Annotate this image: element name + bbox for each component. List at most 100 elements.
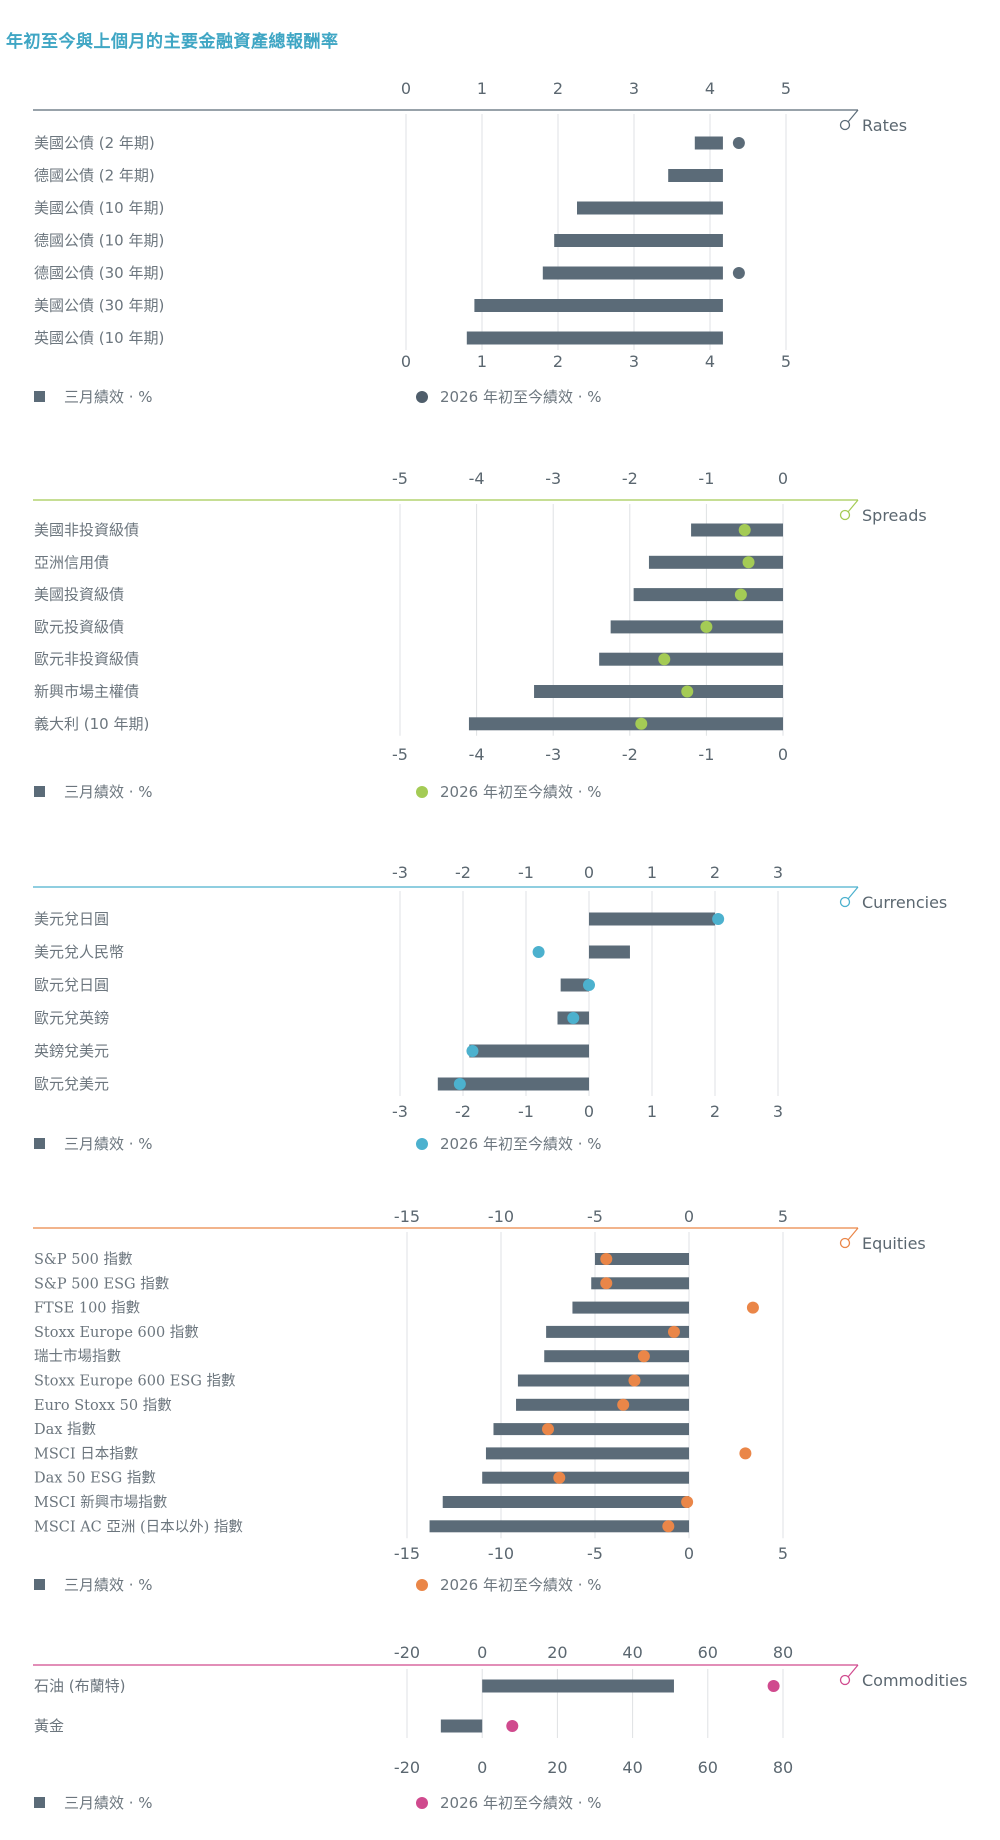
currencies-tick-top: -2 [455,863,471,882]
spreads-legend-bar-swatch [34,786,45,797]
rates-tick-top: 4 [705,79,715,98]
equities-tick-bottom: 0 [684,1544,694,1563]
rates-category-label: 德國公債 (10 年期) [34,232,164,250]
equities-dot [667,1325,680,1338]
commodities-tick-bottom: 60 [698,1758,718,1777]
spreads-tick-bottom: -2 [622,745,638,764]
equities-dot [617,1398,630,1411]
rates-tick-bottom: 2 [553,352,563,371]
rates-bar [694,136,723,150]
equities-legend-bar-swatch [34,1579,45,1590]
spreads-tick-bottom: -5 [392,745,408,764]
commodities-bar [482,1679,674,1693]
rates-tick-bottom: 0 [401,352,411,371]
spreads-dot [658,653,671,666]
spreads-category-label: 美國非投資級債 [34,521,139,539]
equities-section-title: Equities [862,1234,926,1253]
spreads-bar [633,588,783,602]
currencies-dot [567,1012,580,1024]
currencies-category-label: 歐元兌英鎊 [34,1009,109,1027]
currencies-tick-top: 1 [647,863,657,882]
rates-bar [668,169,723,182]
equities-bar [493,1423,689,1436]
currencies-tick-bottom: -2 [455,1102,471,1121]
equities-section-icon [839,1237,851,1249]
spreads-category-label: 義大利 (10 年期) [34,715,149,733]
spreads-dot [734,588,747,601]
spreads-tick-top: -5 [392,469,408,488]
currencies-dot [453,1078,466,1090]
rates-tick-bottom: 1 [477,352,487,371]
currencies-tick-top: 3 [773,863,783,882]
equities-dot [637,1350,650,1363]
spreads-dot [738,524,751,536]
equities-bar [516,1398,689,1411]
currencies-legend-dot-label: 2026 年初至今績效 · % [440,1135,602,1153]
spreads-dot [681,685,694,698]
commodities-legend-dot-swatch [416,1797,428,1809]
currencies-tick-bottom: 1 [647,1102,657,1121]
commodities-tick-top: 40 [622,1643,642,1662]
commodities-tick-top: 20 [547,1643,567,1662]
rates-chart: Rates 0 0 1 1 2 2 3 3 4 4 5 5 美國公債 (2 年期) 德國公債 (2 年期) 美… [33,79,907,406]
equities-category-label: 瑞士市場指數 [34,1348,121,1365]
rates-tick-top: 0 [401,79,411,98]
equities-bar [442,1496,689,1508]
equities-category-label: Dax 指數 [34,1421,96,1438]
rates-category-label: 美國公債 (30 年期) [34,297,164,315]
spreads-category-label: 亞洲信用債 [34,553,109,571]
currencies-dot [466,1045,479,1057]
equities-legend-bar-label: 三月績效 · % [64,1576,153,1594]
commodities-section-title: Commodities [862,1671,967,1690]
equities-bar [517,1374,689,1387]
equities-category-label: FTSE 100 指數 [34,1300,140,1317]
rates-bar [577,201,723,215]
equities-tick-top: 0 [684,1207,694,1226]
commodities-chart: Commodities -20 -20 0 0 20 20 40 40 60 60 80 80 石油 (布… [33,1643,967,1812]
rates-tick-bottom: 3 [629,352,639,371]
equities-dot [553,1471,566,1484]
spreads-legend-bar-label: 三月績效 · % [64,783,153,801]
rates-category-label: 德國公債 (30 年期) [34,264,164,282]
spreads-tick-bottom: -3 [545,745,561,764]
commodities-tick-bottom: 0 [477,1758,487,1777]
spreads-tick-bottom: -4 [469,745,485,764]
commodities-tick-top: -20 [394,1643,420,1662]
currencies-chart: Currencies -3 -3 -2 -2 -1 -1 0 0 1 1 2 2 3 3 美元兌日圓美元兌人民… [33,863,947,1153]
spreads-section-icon [839,509,851,521]
equities-tick-bottom: -5 [587,1544,603,1563]
currencies-tick-top: -1 [518,863,534,882]
commodities-category-label: 石油 (布蘭特) [34,1677,125,1695]
currencies-legend-bar-label: 三月績效 · % [64,1135,153,1153]
commodities-tick-top: 80 [773,1643,793,1662]
rates-category-label: 美國公債 (2 年期) [34,134,155,152]
rates-tick-top: 1 [477,79,487,98]
currencies-dot [583,979,595,991]
spreads-category-label: 歐元非投資級債 [34,650,139,668]
equities-tick-top: 5 [778,1207,788,1226]
rates-dot [732,267,745,279]
commodities-legend-bar-swatch [34,1797,45,1808]
currencies-tick-top: 2 [710,863,720,882]
currencies-tick-bottom: 3 [773,1102,783,1121]
equities-category-label: S&P 500 ESG 指數 [34,1275,169,1292]
commodities-icon-stem [847,1664,859,1678]
commodities-dot [767,1680,780,1692]
commodities-dot [506,1720,519,1732]
rates-icon-stem [847,109,859,123]
equities-category-label: MSCI AC 亞洲 (日本以外) 指數 [34,1518,243,1535]
rates-section-title: Rates [862,116,907,135]
rates-tick-top: 5 [781,79,791,98]
commodities-tick-bottom: 20 [547,1758,567,1777]
currencies-tick-top: 0 [584,863,594,882]
rates-category-label: 英國公債 (10 年期) [34,329,164,347]
currencies-category-label: 英鎊兌美元 [34,1042,109,1060]
equities-tick-top: -15 [394,1207,420,1226]
rates-tick-bottom: 4 [705,352,715,371]
rates-bar [474,299,723,312]
equities-category-label: Stoxx Europe 600 ESG 指數 [34,1373,236,1390]
equities-bar [595,1253,689,1265]
equities-category-label: Euro Stoxx 50 指數 [34,1397,172,1414]
spreads-tick-top: -2 [622,469,638,488]
rates-bar [542,266,723,280]
